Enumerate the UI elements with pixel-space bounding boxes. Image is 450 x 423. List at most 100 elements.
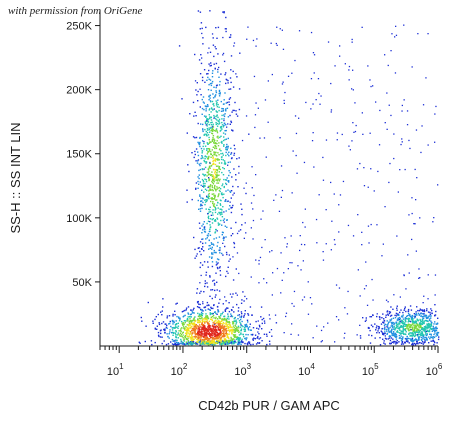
event-point (320, 95, 322, 97)
event-point (190, 343, 192, 346)
event-point (177, 327, 179, 329)
event-point (218, 168, 220, 170)
event-point (179, 330, 182, 332)
event-point (405, 340, 408, 342)
event-point (219, 274, 222, 276)
event-point (255, 320, 257, 323)
event-point (205, 331, 208, 333)
event-point (166, 317, 168, 319)
event-point (415, 321, 417, 324)
event-point (182, 339, 185, 341)
event-point (420, 332, 423, 335)
event-point (414, 334, 417, 337)
event-point (240, 324, 242, 326)
event-point (199, 292, 201, 294)
event-point (226, 326, 228, 328)
event-point (208, 155, 210, 158)
event-point (388, 311, 391, 313)
event-point (197, 319, 199, 321)
event-point (206, 73, 208, 75)
event-point (212, 343, 215, 346)
event-point (178, 45, 181, 47)
event-point (201, 200, 203, 202)
event-point (258, 333, 260, 335)
event-point (338, 204, 340, 206)
event-point (218, 290, 221, 292)
event-point (383, 340, 385, 342)
event-point (213, 251, 215, 254)
event-point (409, 315, 411, 317)
event-point (162, 321, 165, 323)
event-point (219, 322, 221, 324)
event-point (183, 327, 186, 329)
event-point (154, 318, 156, 321)
event-point (198, 303, 200, 305)
event-point (228, 104, 231, 106)
event-point (420, 315, 422, 317)
event-point (281, 83, 284, 85)
event-point (280, 292, 282, 294)
event-point (189, 313, 192, 316)
event-point (242, 333, 244, 336)
event-point (197, 176, 199, 178)
event-point (223, 326, 225, 328)
event-point (194, 316, 196, 318)
event-point (275, 42, 277, 45)
event-point (411, 326, 414, 328)
event-point (397, 325, 399, 327)
event-point (222, 335, 224, 338)
event-point (422, 343, 424, 345)
event-point (211, 332, 214, 335)
event-point (234, 327, 237, 330)
event-point (260, 316, 262, 318)
event-point (221, 224, 223, 226)
event-point (351, 38, 353, 41)
event-point (205, 334, 208, 336)
event-point (216, 334, 218, 337)
event-point (181, 320, 183, 323)
event-point (202, 43, 204, 45)
event-point (385, 316, 387, 318)
event-point (267, 121, 269, 123)
event-point (210, 307, 213, 310)
event-point (383, 318, 385, 320)
event-point (223, 322, 225, 325)
event-point (208, 127, 210, 129)
event-point (189, 336, 191, 339)
event-point (177, 337, 179, 339)
event-point (384, 332, 386, 335)
event-point (229, 330, 232, 332)
event-point (222, 242, 224, 244)
event-point (226, 321, 229, 323)
event-point (232, 129, 234, 132)
event-point (262, 317, 265, 320)
event-point (406, 336, 408, 338)
event-point (217, 241, 219, 244)
event-point (318, 92, 320, 95)
event-point (224, 28, 227, 30)
event-point (225, 339, 228, 342)
event-point (240, 315, 243, 317)
event-point (419, 331, 421, 334)
event-point (195, 327, 198, 329)
event-point (230, 157, 233, 160)
event-point (271, 335, 273, 337)
event-point (237, 310, 240, 312)
event-point (348, 145, 350, 147)
event-point (432, 336, 434, 338)
event-point (198, 327, 200, 329)
event-point (230, 81, 232, 84)
event-point (238, 272, 240, 275)
x-tick-label: 101 (107, 362, 124, 378)
event-point (173, 339, 175, 342)
event-point (244, 222, 246, 224)
event-point (213, 116, 216, 118)
event-point (193, 115, 195, 117)
event-point (179, 317, 181, 319)
event-point (426, 334, 428, 337)
event-point (183, 323, 185, 325)
event-point (416, 314, 418, 316)
event-point (193, 307, 195, 310)
event-point (217, 222, 219, 224)
event-point (254, 334, 257, 336)
